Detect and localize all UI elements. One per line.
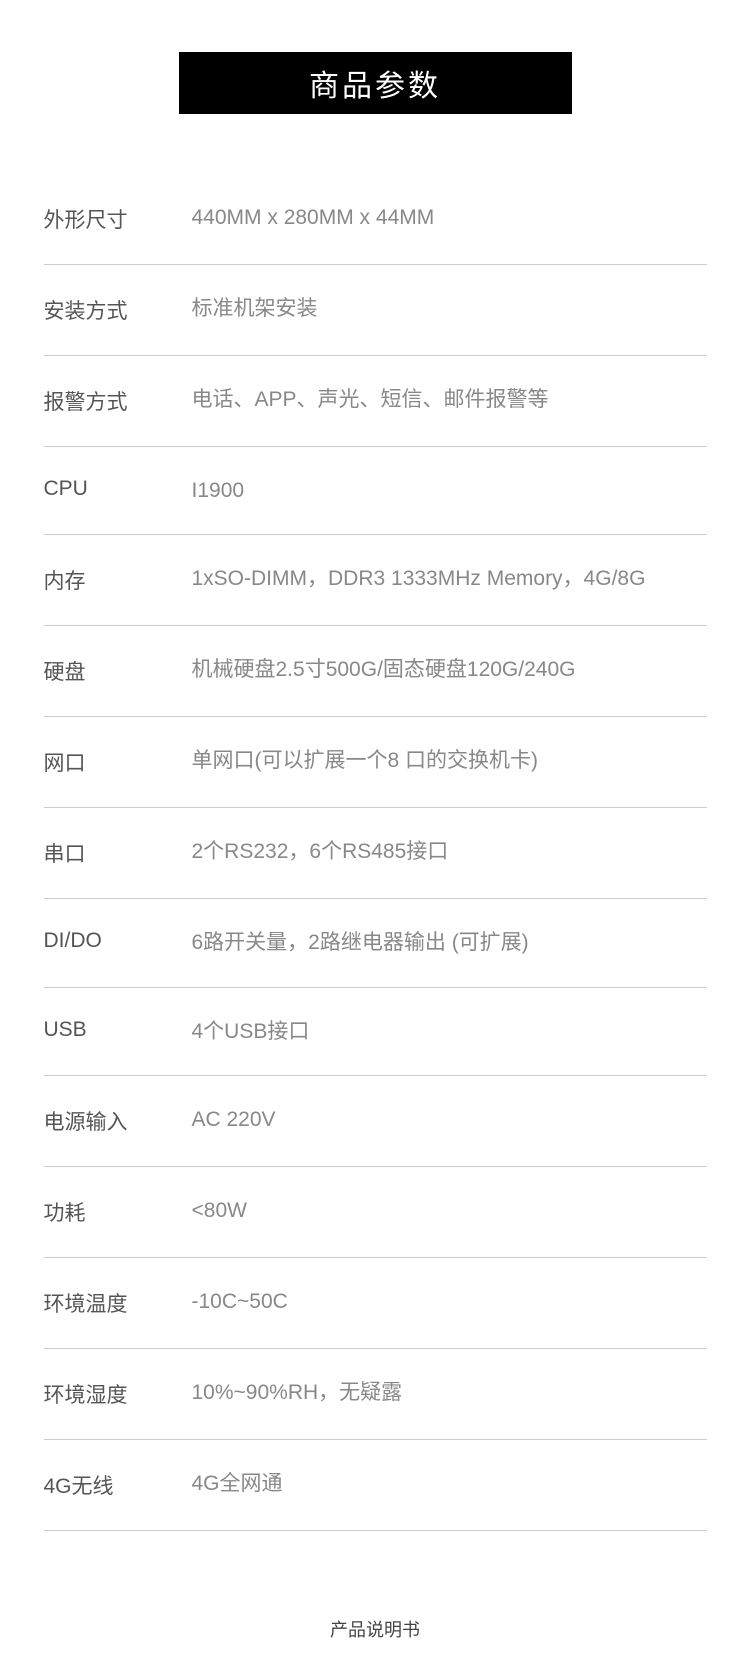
spec-row: 串口 2个RS232，6个RS485接口 (44, 808, 707, 899)
spec-label: DI/DO (44, 929, 192, 953)
spec-row: 环境温度 -10C~50C (44, 1258, 707, 1349)
spec-value: I1900 (192, 477, 707, 504)
spec-row: USB 4个USB接口 (44, 988, 707, 1076)
spec-row: 内存 1xSO-DIMM，DDR3 1333MHz Memory，4G/8G (44, 535, 707, 626)
spec-value: 电话、APP、声光、短信、邮件报警等 (192, 386, 707, 413)
title-text: 商品参数 (309, 61, 441, 105)
spec-value: 机械硬盘2.5寸500G/固态硬盘120G/240G (192, 656, 707, 683)
spec-row: 功耗 <80W (44, 1167, 707, 1258)
spec-row: 报警方式 电话、APP、声光、短信、邮件报警等 (44, 356, 707, 447)
spec-label: 报警方式 (44, 386, 192, 416)
spec-value: <80W (192, 1197, 707, 1224)
title-banner: 商品参数 (179, 52, 572, 114)
spec-row: 环境湿度 10%~90%RH，无疑露 (44, 1349, 707, 1440)
spec-value: 10%~90%RH，无疑露 (192, 1379, 707, 1406)
spec-value: AC 220V (192, 1106, 707, 1133)
spec-label: 环境温度 (44, 1288, 192, 1318)
spec-row: 电源输入 AC 220V (44, 1076, 707, 1167)
spec-label: 网口 (44, 747, 192, 777)
spec-row: 安装方式 标准机架安装 (44, 265, 707, 356)
spec-row: CPU I1900 (44, 447, 707, 535)
spec-label: 内存 (44, 565, 192, 595)
spec-label: 外形尺寸 (44, 204, 192, 234)
spec-row: 4G无线 4G全网通 (44, 1440, 707, 1531)
spec-value: 标准机架安装 (192, 295, 707, 322)
spec-value: 2个RS232，6个RS485接口 (192, 838, 707, 865)
spec-label: 电源输入 (44, 1106, 192, 1136)
spec-value: 4个USB接口 (192, 1018, 707, 1045)
spec-label: 串口 (44, 838, 192, 868)
spec-value: -10C~50C (192, 1288, 707, 1315)
spec-value: 1xSO-DIMM，DDR3 1333MHz Memory，4G/8G (192, 565, 707, 592)
spec-label: 4G无线 (44, 1470, 192, 1500)
spec-label: 硬盘 (44, 656, 192, 686)
spec-table: 外形尺寸 440MM x 280MM x 44MM 安装方式 标准机架安装 报警… (44, 174, 707, 1531)
spec-row: 网口 单网口(可以扩展一个8 口的交换机卡) (44, 717, 707, 808)
spec-row: 外形尺寸 440MM x 280MM x 44MM (44, 174, 707, 265)
spec-value: 4G全网通 (192, 1470, 707, 1497)
spec-label: 环境湿度 (44, 1379, 192, 1409)
spec-label: 功耗 (44, 1197, 192, 1227)
spec-label: CPU (44, 477, 192, 501)
spec-row: 硬盘 机械硬盘2.5寸500G/固态硬盘120G/240G (44, 626, 707, 717)
spec-row: DI/DO 6路开关量，2路继电器输出 (可扩展) (44, 899, 707, 987)
spec-label: 安装方式 (44, 295, 192, 325)
spec-value: 6路开关量，2路继电器输出 (可扩展) (192, 929, 707, 956)
spec-value: 单网口(可以扩展一个8 口的交换机卡) (192, 747, 707, 774)
spec-value: 440MM x 280MM x 44MM (192, 204, 707, 231)
spec-label: USB (44, 1018, 192, 1042)
